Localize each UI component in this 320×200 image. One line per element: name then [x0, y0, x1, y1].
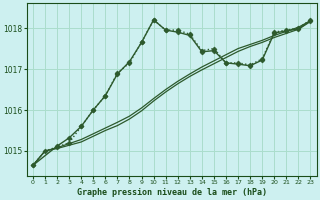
X-axis label: Graphe pression niveau de la mer (hPa): Graphe pression niveau de la mer (hPa) — [77, 188, 267, 197]
